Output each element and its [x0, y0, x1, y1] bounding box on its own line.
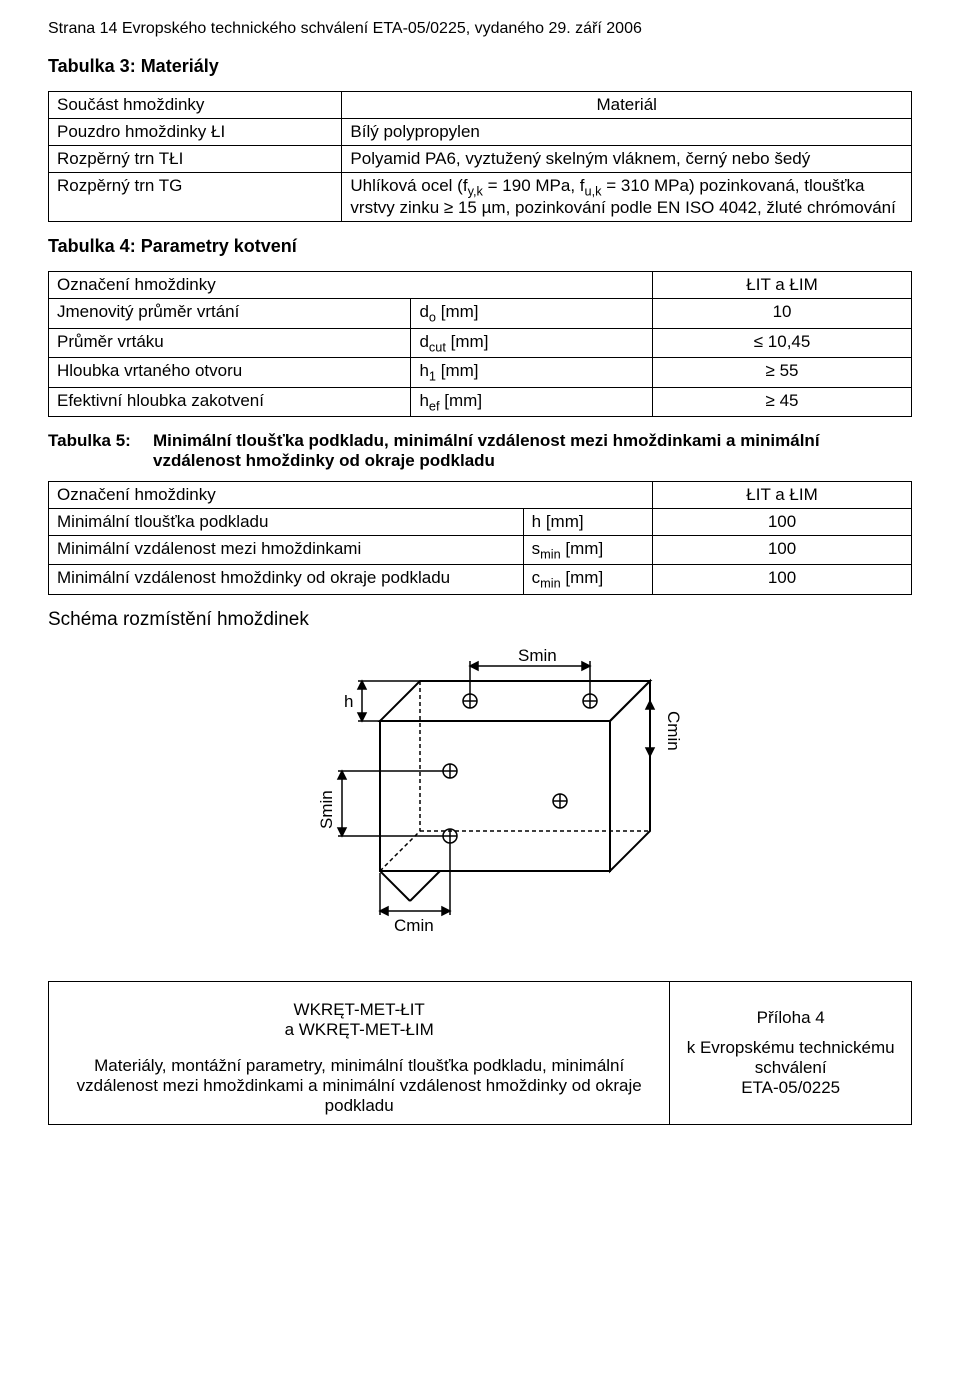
table5: Označení hmoždinky ŁIT a ŁIM Minimální t…	[48, 481, 912, 595]
t4-r4c2c: [mm]	[440, 391, 483, 410]
t3-r3-sub2: u,k	[585, 183, 602, 198]
table5-heading: Tabulka 5: Minimální tloušťka podkladu, …	[48, 431, 912, 471]
table5-text: Minimální tloušťka podkladu, minimální v…	[153, 431, 912, 471]
t5-r2c2a: s	[532, 539, 541, 558]
dim-smin-left: Smin	[317, 790, 336, 829]
t4-r2c3: ≤ 10,45	[653, 328, 912, 357]
t3-r1c1: Pouzdro hmoždinky ŁI	[49, 119, 342, 146]
t4-r1c2a: d	[419, 302, 428, 321]
t5-r1c2: h [mm]	[523, 508, 652, 535]
t4-r1c2c: [mm]	[436, 302, 479, 321]
t3-r3c2-a: Uhlíková ocel (f	[350, 176, 467, 195]
t3-r3-sub1: y,k	[468, 183, 483, 198]
footer-right-l1: Příloha 4	[680, 1008, 901, 1028]
table4: Označení hmoždinky ŁIT a ŁIM Jmenovitý p…	[48, 271, 912, 417]
table3-title: Tabulka 3: Materiály	[48, 56, 912, 77]
t4-h1: Označení hmoždinky	[49, 272, 653, 299]
table3: Součást hmoždinky Materiál Pouzdro hmožd…	[48, 91, 912, 222]
t5-r3c1: Minimální vzdálenost hmoždinky od okraje…	[49, 565, 524, 594]
t3-r3c1: Rozpěrný trn TG	[49, 173, 342, 222]
t5-r2c2b: min	[540, 546, 561, 561]
t5-r3c2: cmin [mm]	[523, 565, 652, 594]
t4-h2: ŁIT a ŁIM	[653, 272, 912, 299]
dim-cmin-bottom: Cmin	[394, 916, 434, 935]
t5-r1c3: 100	[653, 508, 912, 535]
t5-h2: ŁIT a ŁIM	[653, 481, 912, 508]
t4-r4c3: ≥ 45	[653, 387, 912, 416]
table4-title: Tabulka 4: Parametry kotvení	[48, 236, 912, 257]
t4-r1c3: 10	[653, 299, 912, 328]
t5-r2c2c: [mm]	[561, 539, 604, 558]
footer-right-l3: ETA-05/0225	[680, 1078, 901, 1098]
t4-r4c2b: ef	[429, 398, 440, 413]
t3-r1c2: Bílý polypropylen	[342, 119, 912, 146]
t4-r1c2b: o	[429, 310, 436, 325]
t5-r2c2: smin [mm]	[523, 535, 652, 564]
t3-h2: Materiál	[342, 92, 912, 119]
t5-r2c1: Minimální vzdálenost mezi hmoždinkami	[49, 535, 524, 564]
schema-diagram: Smin Cmin h Smin	[270, 641, 690, 951]
footer-left-l3: Materiály, montážní parametry, minimální…	[49, 1048, 670, 1125]
t5-r2c3: 100	[653, 535, 912, 564]
t3-r2c2: Polyamid PA6, vyztužený skelným vláknem,…	[342, 146, 912, 173]
t4-r3c3: ≥ 55	[653, 358, 912, 387]
footer-left-l2: a WKRĘT-MET-ŁIM	[59, 1020, 659, 1040]
footer-right-l2: k Evropskému technickému schválení	[680, 1038, 901, 1078]
footer-left-l1: WKRĘT-MET-ŁIT	[59, 1000, 659, 1020]
t5-r3c3: 100	[653, 565, 912, 594]
t3-r2c1: Rozpěrný trn TŁI	[49, 146, 342, 173]
t4-r3c1: Hloubka vrtaného otvoru	[49, 358, 411, 387]
schema-title: Schéma rozmístění hmoždinek	[48, 609, 912, 631]
t4-r1c2: do [mm]	[411, 299, 653, 328]
t5-r3c2a: c	[532, 568, 541, 587]
footer-table: WKRĘT-MET-ŁIT a WKRĘT-MET-ŁIM Příloha 4 …	[48, 981, 912, 1125]
t5-r3c2c: [mm]	[561, 568, 604, 587]
t4-r2c2a: d	[419, 332, 428, 351]
dim-smin-top: Smin	[518, 646, 557, 665]
dim-h: h	[344, 692, 353, 711]
t4-r2c2b: cut	[429, 339, 446, 354]
t5-h1: Označení hmoždinky	[49, 481, 653, 508]
t5-r1c1: Minimální tloušťka podkladu	[49, 508, 524, 535]
t4-r4c2: hef [mm]	[411, 387, 653, 416]
t4-r1c1: Jmenovitý průměr vrtání	[49, 299, 411, 328]
t3-r3c2-b: = 190 MPa, f	[483, 176, 585, 195]
page-header: Strana 14 Evropského technického schvále…	[48, 20, 912, 38]
t4-r4c1: Efektivní hloubka zakotvení	[49, 387, 411, 416]
table5-label: Tabulka 5:	[48, 431, 153, 471]
t4-r2c2: dcut [mm]	[411, 328, 653, 357]
t3-h1: Součást hmoždinky	[49, 92, 342, 119]
t4-r4c2a: h	[419, 391, 428, 410]
t4-r2c1: Průměr vrtáku	[49, 328, 411, 357]
t5-r3c2b: min	[540, 576, 561, 591]
t4-r2c2c: [mm]	[446, 332, 489, 351]
t4-r3c2: h1 [mm]	[411, 358, 653, 387]
t4-r3c2b: 1	[429, 369, 436, 384]
dim-cmin-right: Cmin	[664, 711, 683, 751]
t4-r3c2c: [mm]	[436, 361, 479, 380]
t4-r3c2a: h	[419, 361, 428, 380]
t3-r3c2: Uhlíková ocel (fy,k = 190 MPa, fu,k = 31…	[342, 173, 912, 222]
